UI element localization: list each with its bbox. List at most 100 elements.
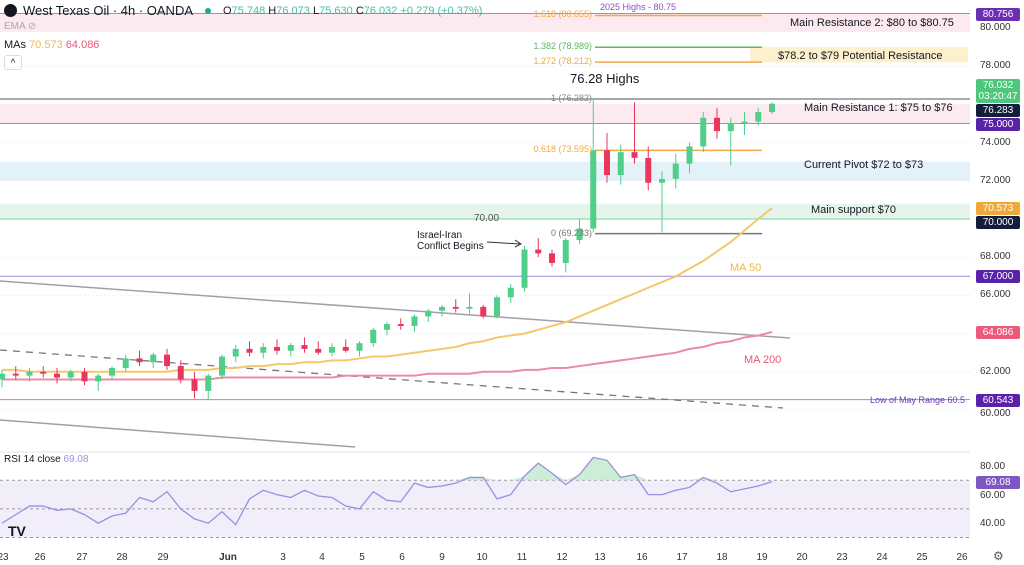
candle-body xyxy=(81,371,88,382)
chart-header: West Texas Oil · 4h · OANDA O75.748 H76.… xyxy=(4,3,482,18)
price-chart[interactable] xyxy=(0,0,970,565)
rsi-tick: 40.00 xyxy=(980,518,1006,529)
trend-line-dashed xyxy=(0,349,784,409)
candle-body xyxy=(645,157,652,183)
candle-body xyxy=(26,371,33,376)
eye-off-icon[interactable]: ⊘ xyxy=(27,21,37,32)
fib-level-label: 0.618 (73.595) xyxy=(533,144,592,155)
annotation-pivot: Current Pivot $72 to $73 xyxy=(804,159,924,171)
price-tick: 62.000 xyxy=(980,365,1011,377)
candle-body xyxy=(177,366,184,380)
candle-body xyxy=(549,253,555,263)
price-badge: 75.000 xyxy=(976,118,1020,132)
rsi-legend[interactable]: RSI 14 close 69.08 xyxy=(4,454,89,465)
zone-pivot xyxy=(0,161,970,181)
market-status-icon xyxy=(205,7,212,14)
price-badge: 76.032 03:20:47 xyxy=(976,79,1020,104)
candle-body xyxy=(136,358,143,363)
price-tick: 60.000 xyxy=(980,407,1011,419)
candle-body xyxy=(342,346,349,351)
arrow-head-icon xyxy=(514,239,522,248)
candle-body xyxy=(741,121,748,124)
candle-body xyxy=(150,354,157,363)
time-tick: 25 xyxy=(916,552,928,563)
time-tick: 26 xyxy=(34,552,46,563)
candle-body xyxy=(370,329,377,344)
annotation-76-highs: 76.28 Highs xyxy=(570,71,640,86)
annotation-potential: $78.2 to $79 Potential Resistance xyxy=(778,50,943,62)
price-tick: 66.000 xyxy=(980,289,1011,301)
candle-body xyxy=(604,150,610,176)
fib-level-label: 1 (76.282) xyxy=(550,93,592,103)
candle-body xyxy=(397,324,404,326)
rsi-value-badge: 69.08 xyxy=(976,476,1020,489)
label-ma200: MA 200 xyxy=(744,354,782,366)
annotation-70: 70.00 xyxy=(474,213,500,224)
candle-body xyxy=(40,371,47,374)
time-tick: 23 xyxy=(0,552,9,563)
candle-body xyxy=(0,373,5,380)
price-badge: 70.573 xyxy=(976,202,1020,216)
chevron-up-icon[interactable]: ^ xyxy=(4,55,22,70)
candle-body xyxy=(686,146,693,164)
oanda-logo-icon xyxy=(4,4,17,17)
price-tick: 74.000 xyxy=(980,136,1011,148)
price-tick: 72.000 xyxy=(980,174,1011,186)
ohlc-readout: O75.748 H76.073 L75.630 C76.032 +0.279 (… xyxy=(223,4,483,17)
candle-body xyxy=(659,178,665,183)
candle-body xyxy=(672,163,679,179)
candle-body xyxy=(54,373,60,378)
time-tick: 20 xyxy=(796,552,808,563)
candle-body xyxy=(384,324,390,330)
candle-body xyxy=(535,249,542,254)
time-tick: 4 xyxy=(319,552,325,563)
time-tick: 28 xyxy=(116,552,128,563)
annotation-low-may: Low of May Range 60.5 xyxy=(870,395,966,405)
candle-body xyxy=(329,346,335,353)
candle-body xyxy=(521,249,528,288)
zone-potential-resistance xyxy=(750,47,968,63)
settings-gear-icon[interactable]: ⚙ xyxy=(993,549,1004,563)
trend-line xyxy=(0,280,791,339)
time-tick: 19 xyxy=(756,552,768,563)
candle-body xyxy=(356,343,363,351)
candle-body xyxy=(274,346,280,351)
mas-legend[interactable]: MAs 70.573 64.086 xyxy=(4,39,100,51)
zone-support xyxy=(0,203,970,219)
fib-level-label: 1.272 (78.212) xyxy=(533,56,592,67)
candle-body xyxy=(219,356,225,376)
label-ma50: MA 50 xyxy=(730,262,762,274)
candle-body xyxy=(727,123,734,132)
candle-body xyxy=(700,117,707,147)
symbol-title[interactable]: West Texas Oil · 4h · OANDA xyxy=(23,3,194,18)
arrow-line xyxy=(486,241,521,245)
price-badge: 60.543 xyxy=(976,393,1020,407)
time-tick: 3 xyxy=(280,552,286,563)
candle-body xyxy=(452,306,459,309)
annotation-2025-highs: 2025 Highs - 80.75 xyxy=(600,2,677,12)
fib-level-label: 0 (69.233) xyxy=(550,227,592,238)
fib-level-label: 1.618 (80.655) xyxy=(533,9,592,20)
candle-body xyxy=(631,152,638,158)
candle-body xyxy=(769,103,775,113)
candle-body xyxy=(260,346,267,353)
candle-body xyxy=(164,354,170,367)
candle-body xyxy=(205,375,212,391)
time-tick: 24 xyxy=(876,552,888,563)
candle-body xyxy=(562,240,569,263)
candle-body xyxy=(287,345,294,351)
time-tick: 9 xyxy=(439,552,445,563)
rsi-overbought-fill xyxy=(2,457,772,481)
time-tick: 5 xyxy=(359,552,365,563)
rsi-line xyxy=(1,456,773,526)
zone-resistance-2 xyxy=(0,13,970,32)
time-tick: 6 xyxy=(399,552,405,563)
candle-body xyxy=(507,287,514,298)
tradingview-logo: TV xyxy=(8,523,26,539)
candle-body xyxy=(191,379,198,391)
price-badge: 80.756 xyxy=(976,7,1020,21)
candle-body xyxy=(466,306,473,309)
price-badge: 70.000 xyxy=(976,216,1020,230)
time-tick: 10 xyxy=(476,552,488,563)
ema-legend[interactable]: EMA ⊘ xyxy=(4,21,37,32)
